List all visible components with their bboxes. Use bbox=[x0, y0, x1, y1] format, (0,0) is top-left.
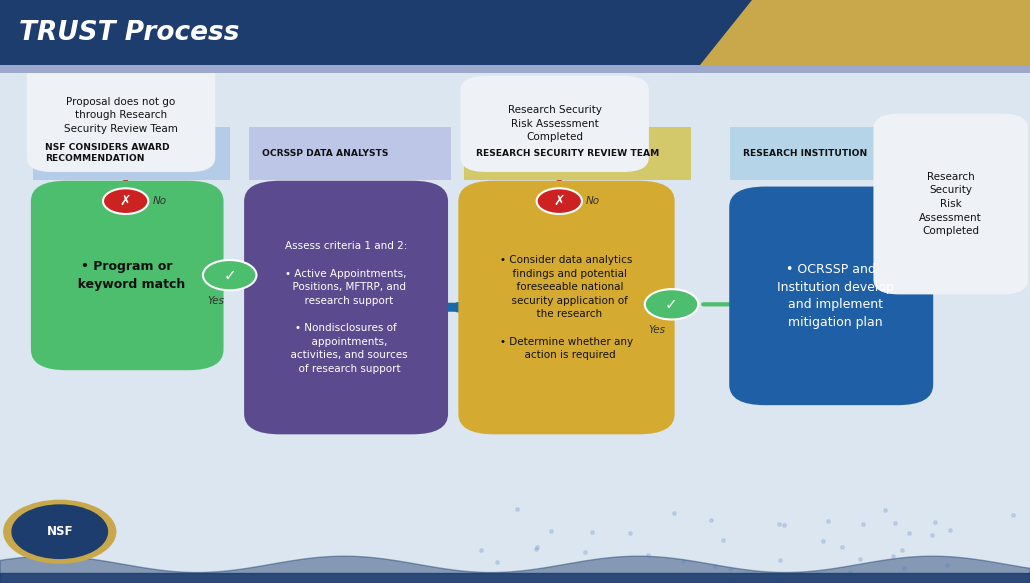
Text: ✓: ✓ bbox=[665, 297, 678, 312]
Text: No: No bbox=[152, 196, 167, 206]
Text: No: No bbox=[586, 196, 600, 206]
FancyBboxPatch shape bbox=[458, 181, 675, 434]
Circle shape bbox=[3, 500, 116, 564]
Text: TRUST Process: TRUST Process bbox=[19, 20, 239, 45]
Text: ✗: ✗ bbox=[553, 194, 565, 208]
Polygon shape bbox=[700, 0, 1030, 65]
Text: • Program or
  keyword match: • Program or keyword match bbox=[69, 260, 185, 291]
Text: Assess criteria 1 and 2:

• Active Appointments,
  Positions, MFTRP, and
  resea: Assess criteria 1 and 2: • Active Appoin… bbox=[284, 241, 408, 374]
Text: Research Security
Risk Assessment
Completed: Research Security Risk Assessment Comple… bbox=[508, 106, 602, 142]
Text: RESEARCH SECURITY REVIEW TEAM: RESEARCH SECURITY REVIEW TEAM bbox=[476, 149, 659, 157]
FancyBboxPatch shape bbox=[249, 127, 451, 180]
Text: Yes: Yes bbox=[649, 325, 665, 335]
Circle shape bbox=[11, 504, 108, 559]
FancyBboxPatch shape bbox=[464, 127, 691, 180]
Text: ✓: ✓ bbox=[224, 268, 236, 283]
Circle shape bbox=[537, 188, 582, 214]
Circle shape bbox=[645, 289, 698, 319]
Text: • Consider data analytics
  findings and potential
  foreseeable national
  secu: • Consider data analytics findings and p… bbox=[500, 255, 633, 360]
Text: Proposal does not go
through Research
Security Review Team: Proposal does not go through Research Se… bbox=[64, 97, 178, 134]
Circle shape bbox=[203, 260, 256, 290]
FancyBboxPatch shape bbox=[31, 181, 224, 370]
Text: • OCRSSP and
  Institution develop
  and implement
  mitigation plan: • OCRSSP and Institution develop and imp… bbox=[768, 263, 894, 329]
FancyBboxPatch shape bbox=[33, 127, 230, 180]
FancyBboxPatch shape bbox=[0, 0, 1030, 65]
FancyBboxPatch shape bbox=[27, 58, 215, 172]
Text: Yes: Yes bbox=[208, 296, 225, 305]
Text: ✗: ✗ bbox=[119, 194, 132, 208]
Circle shape bbox=[103, 188, 148, 214]
FancyBboxPatch shape bbox=[730, 127, 937, 180]
Text: OCRSSP DATA ANALYSTS: OCRSSP DATA ANALYSTS bbox=[262, 149, 388, 157]
FancyBboxPatch shape bbox=[460, 76, 649, 172]
FancyBboxPatch shape bbox=[244, 181, 448, 434]
Text: RESEARCH INSTITUTION: RESEARCH INSTITUTION bbox=[743, 149, 867, 157]
FancyBboxPatch shape bbox=[873, 114, 1028, 294]
FancyBboxPatch shape bbox=[0, 65, 1030, 73]
Text: NSF CONSIDERS AWARD
RECOMMENDATION: NSF CONSIDERS AWARD RECOMMENDATION bbox=[45, 143, 170, 163]
FancyBboxPatch shape bbox=[729, 187, 933, 405]
Text: Research
Security
Risk
Assessment
Completed: Research Security Risk Assessment Comple… bbox=[920, 172, 982, 236]
Text: NSF: NSF bbox=[46, 525, 73, 538]
